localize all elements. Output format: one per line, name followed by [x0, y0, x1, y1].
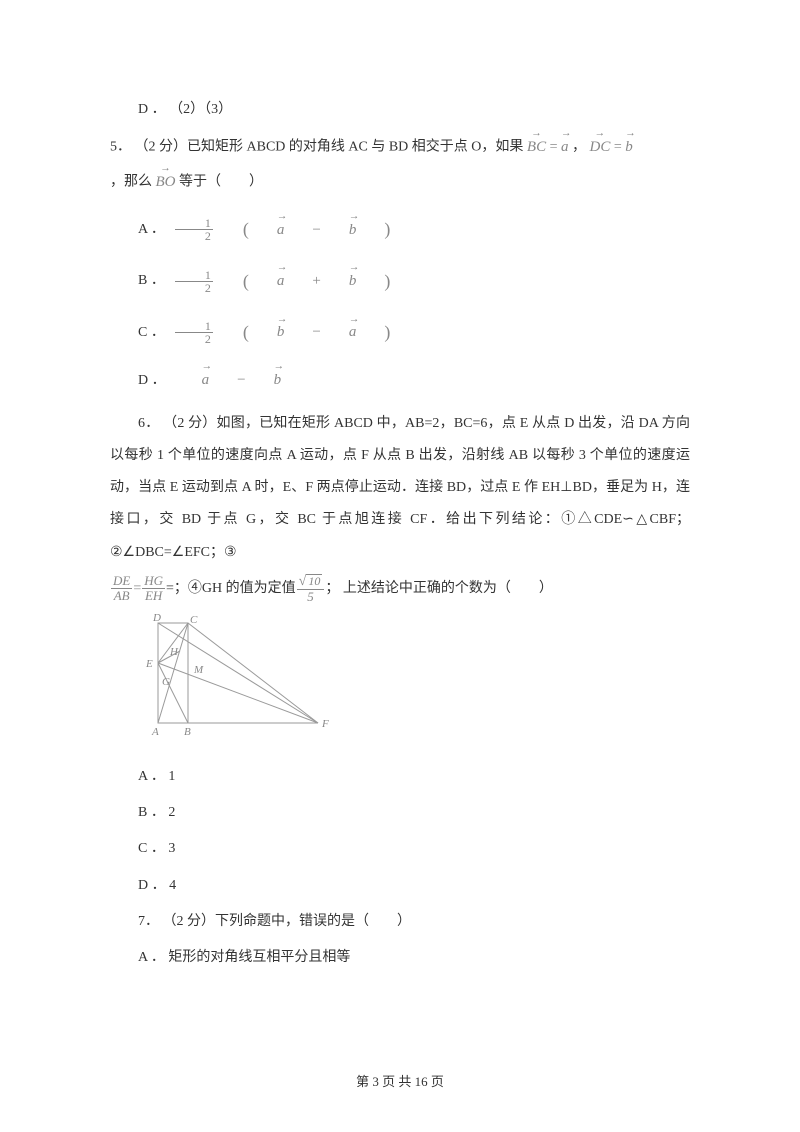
q5-option-c: C ． 12 ( b − a ): [110, 312, 690, 353]
q6-option-c: C ． 3: [110, 833, 690, 865]
vector-a: a: [561, 130, 569, 165]
page-content: D ． （2）（3） 5． （2 分）已知矩形 ABCD 的对角线 AC 与 B…: [0, 0, 800, 1028]
opt-b-label: B ．: [110, 265, 165, 297]
q6-text-main: 6． （2 分）如图，已知在矩形 ABCD 中，AB=2，BC=6，点 E 从点…: [110, 416, 690, 560]
frac-de-ab: DEAB: [111, 574, 132, 604]
eq1: =: [550, 140, 561, 155]
frac-sqrt10-5: √10 5: [297, 574, 325, 605]
q5-option-d: D ． a − b: [110, 363, 690, 398]
q5-text-pre: 5． （2 分）已知矩形 ABCD 的对角线 AC 与 BD 相交于点 O，如果: [110, 140, 527, 155]
q6-option-a: A ． 1: [110, 761, 690, 793]
q6-stem: 6． （2 分）如图，已知在矩形 ABCD 中，AB=2，BC=6，点 E 从点…: [110, 408, 690, 569]
frac-hg-eh: HGEH: [142, 574, 165, 604]
q6-option-b: B ． 2: [110, 797, 690, 829]
svg-text:E: E: [145, 658, 153, 670]
vector-bo: BO: [156, 165, 176, 200]
svg-text:C: C: [190, 614, 198, 626]
footer-left: 第: [356, 1074, 372, 1089]
vector-bc: BC: [527, 130, 546, 165]
q5-post2: 等于（ ）: [179, 174, 263, 189]
q7-option-a: A ． 矩形的对角线互相平分且相等: [110, 942, 690, 974]
footer-mid: 页 共: [379, 1074, 415, 1089]
opt-b-expr: 12 ( a + b ): [173, 261, 390, 302]
svg-text:F: F: [321, 718, 329, 730]
svg-text:A: A: [151, 726, 159, 738]
eq2: =: [614, 140, 625, 155]
opt-c-label: C ．: [110, 317, 165, 349]
opt-c-expr: 12 ( b − a ): [173, 312, 390, 353]
svg-text:G: G: [162, 676, 170, 688]
q6-tail: ； 上述结论中正确的个数为（ ）: [325, 573, 553, 605]
svg-text:M: M: [193, 664, 204, 676]
svg-text:B: B: [184, 726, 191, 738]
footer-right: 页: [428, 1074, 444, 1089]
footer-total: 16: [415, 1074, 428, 1089]
svg-text:D: D: [152, 613, 161, 624]
q5-stem: 5． （2 分）已知矩形 ABCD 的对角线 AC 与 BD 相交于点 O，如果…: [110, 130, 690, 199]
q7-stem: 7． （2 分）下列命题中，错误的是（ ）: [110, 906, 690, 938]
opt-d-label: D ．: [110, 365, 166, 397]
vector-dc: DC: [589, 130, 610, 165]
q6-stem-line2: DEAB = HGEH =；④GH 的值为定值 √10 5 ； 上述结论中正确的…: [110, 573, 690, 605]
q5-post1: ，那么: [110, 174, 156, 189]
q5-option-a: A ． 12 ( a − b ): [110, 209, 690, 250]
page-footer: 第 3 页 共 16 页: [0, 1071, 800, 1090]
opt-d-expr: a − b: [174, 363, 281, 398]
vector-b: b: [625, 130, 633, 165]
q6-mid: =；④GH 的值为定值: [166, 573, 296, 605]
eq: =: [133, 573, 141, 605]
comma: ，: [572, 140, 590, 155]
q6-option-d: D ． 4: [110, 870, 690, 902]
q6-figure: D C E H G M A B F: [138, 613, 338, 753]
svg-text:H: H: [169, 646, 179, 658]
opt-a-label: A ．: [110, 214, 165, 246]
opt-a-expr: 12 ( a − b ): [173, 209, 390, 250]
q5-option-b: B ． 12 ( a + b ): [110, 261, 690, 302]
